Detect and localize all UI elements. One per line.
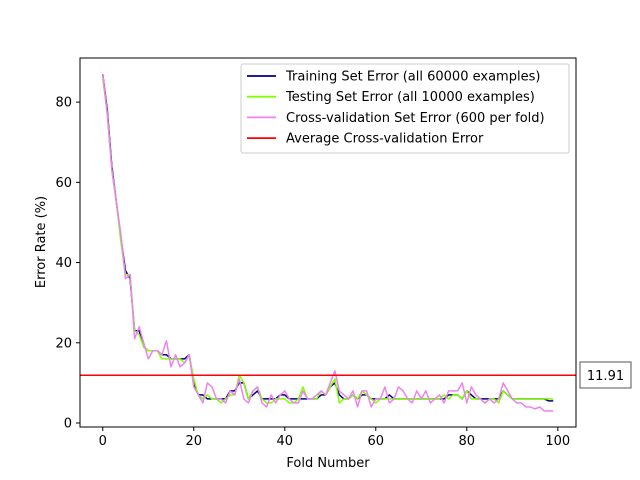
y-tick-label: 60 — [55, 176, 72, 191]
x-tick-label: 20 — [185, 434, 202, 449]
x-tick-label: 100 — [545, 434, 570, 449]
average-annotation: 11.91 — [579, 361, 632, 389]
x-tick-label: 40 — [276, 434, 293, 449]
x-axis-label: Fold Number — [286, 456, 370, 471]
series-line-cross-validation-set-error-600-per-fold — [102, 73, 554, 412]
plot-frame — [79, 57, 577, 428]
y-axis-label: Error Rate (%) — [34, 196, 49, 288]
y-tick-label: 80 — [55, 96, 72, 111]
legend-label-training-set-error-all-60000-examples: Training Set Error (all 60000 examples) — [285, 70, 540, 85]
y-tick-label: 40 — [55, 256, 72, 271]
legend-label-testing-set-error-all-10000-examples: Testing Set Error (all 10000 examples) — [285, 90, 535, 105]
y-axis-ticks: 0 20 40 60 80 — [55, 96, 80, 431]
series-lines — [102, 73, 554, 412]
legend-label-average-cross-validation-error: Average Cross-validation Error — [286, 132, 484, 147]
x-tick-label: 60 — [368, 434, 385, 449]
x-axis-ticks: 0 20 40 60 80 100 — [99, 427, 570, 449]
annotation-text: 11.91 — [587, 369, 624, 384]
x-tick-label: 0 — [99, 434, 107, 449]
legend: Training Set Error (all 60000 examples) T… — [240, 63, 570, 154]
legend-box — [240, 63, 570, 154]
y-tick-label: 0 — [64, 416, 72, 431]
annotation-box — [579, 361, 632, 389]
y-tick-label: 20 — [55, 336, 72, 351]
legend-label-cross-validation-set-error-600-per-fold: Cross-validation Set Error (600 per fold… — [286, 111, 545, 126]
x-tick-label: 80 — [459, 434, 476, 449]
